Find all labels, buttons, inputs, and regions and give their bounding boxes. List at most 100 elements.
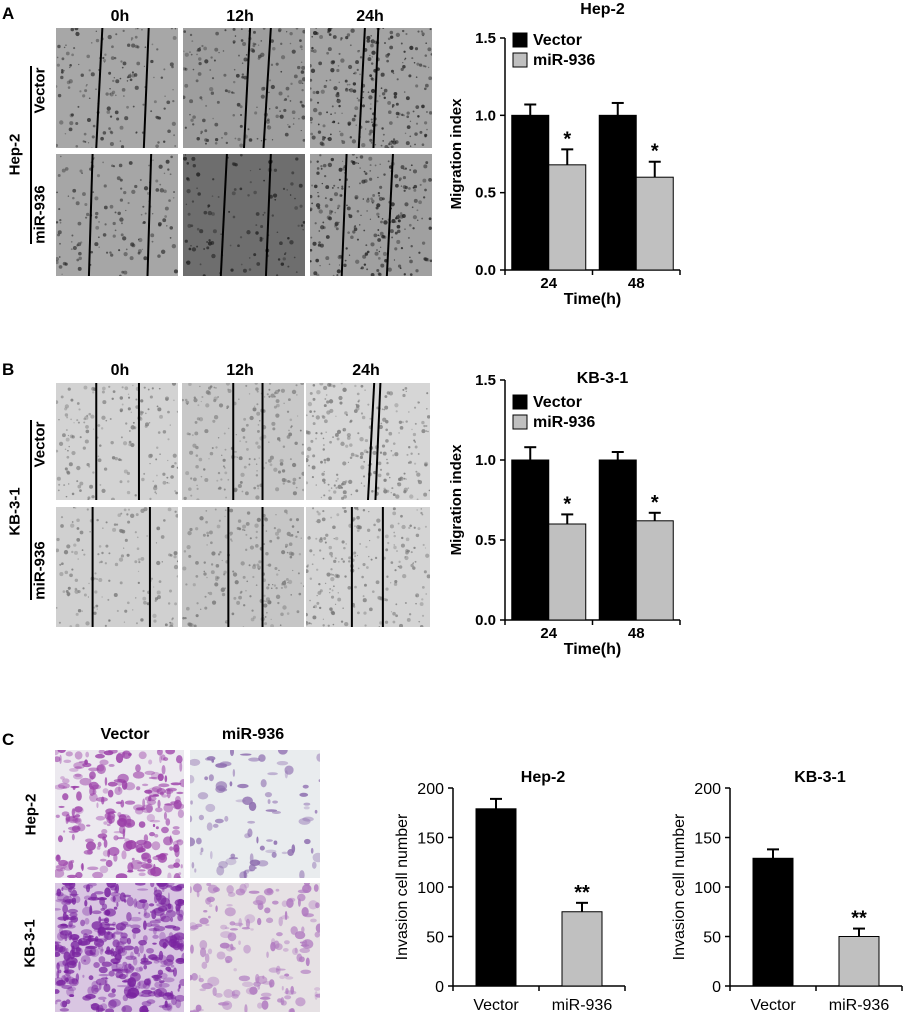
stained-cell [229,781,233,787]
stained-cell [110,895,122,903]
cell-speck [284,545,288,549]
cell-speck [119,198,124,202]
cell-speck [163,519,166,522]
stained-cell [175,907,180,916]
cell-speck [337,484,342,489]
cell-speck [392,507,396,511]
cell-speck [328,399,334,404]
stained-cell [111,988,116,993]
cell-speck [254,111,258,115]
stained-cell [170,941,180,949]
cell-speck [88,69,91,72]
stained-cell [250,928,254,931]
cell-speck [327,28,332,32]
stained-cell [155,826,159,830]
cell-speck [215,31,219,36]
cell-speck [377,257,381,260]
stained-cell [244,1004,248,1012]
stained-cell [86,824,91,827]
cell-speck [421,429,426,434]
stained-cell [98,750,106,754]
cell-speck [237,244,240,248]
stained-cell [104,776,108,786]
cell-speck [336,437,340,441]
cell-speck [112,221,116,226]
cell-speck [102,161,104,164]
cell-speck [105,419,108,422]
cell-speck [318,241,321,244]
cell-speck [424,547,427,549]
cell-speck [322,478,326,483]
stained-cell [153,927,157,935]
cell-speck [295,157,299,161]
stained-cell [229,921,236,926]
cell-speck [409,259,413,264]
cell-speck [425,553,430,558]
cell-speck [313,410,316,413]
cell-speck [412,562,414,564]
cell-speck [112,234,116,238]
stained-cell [142,901,149,911]
bar-mir-936 [838,936,880,987]
cell-speck [342,461,347,466]
cell-speck [77,558,80,560]
cell-speck [137,238,140,241]
stained-cell [60,929,72,936]
cell-speck [184,67,187,70]
cell-speck [129,78,133,82]
cell-speck [123,270,128,275]
cell-speck [220,233,222,235]
cell-speck [214,138,219,142]
cell-speck [315,537,318,540]
cell-speck [311,135,316,140]
cell-speck [75,623,80,627]
stained-cell [298,817,311,825]
cell-speck [389,30,394,35]
cell-speck [122,61,127,66]
stained-cell [122,1006,127,1012]
cell-speck [156,446,159,449]
stained-cell [176,883,184,889]
cell-speck [384,620,389,624]
cell-speck [327,162,333,168]
cell-speck [272,583,274,586]
cell-speck [345,413,349,417]
stained-cell [142,798,146,808]
stained-cell [158,950,164,961]
stained-cell [177,988,180,992]
cell-speck [120,222,123,225]
stained-cell [265,917,274,924]
cell-speck [313,604,318,609]
cell-speck [383,487,386,491]
cell-speck [424,121,428,125]
stained-cell [111,962,118,972]
stained-cell [147,858,152,864]
stained-cell [299,792,309,797]
cell-speck [330,568,333,571]
stained-cell [156,750,163,756]
cell-speck [124,609,128,613]
stained-cell [224,815,229,822]
cell-speck [132,384,134,387]
chart-title: KB-3-1 [794,769,846,786]
cell-speck [351,154,355,156]
cell-speck [335,415,337,418]
cell-speck [311,476,314,479]
y-tick-label: 200 [417,781,444,798]
cell-speck [189,33,193,37]
cell-speck [191,200,195,203]
cell-speck [283,579,287,583]
cell-speck [327,137,329,140]
cell-speck [349,136,353,139]
cell-speck [316,568,319,571]
cell-speck [380,72,385,77]
cell-speck [283,402,285,405]
cell-speck [424,54,428,57]
cell-speck [409,256,411,259]
stained-cell [138,821,146,828]
cell-speck [138,237,143,243]
stained-cell [99,945,104,955]
cell-speck [349,88,354,93]
cell-speck [370,34,373,37]
cell-speck [124,116,129,121]
